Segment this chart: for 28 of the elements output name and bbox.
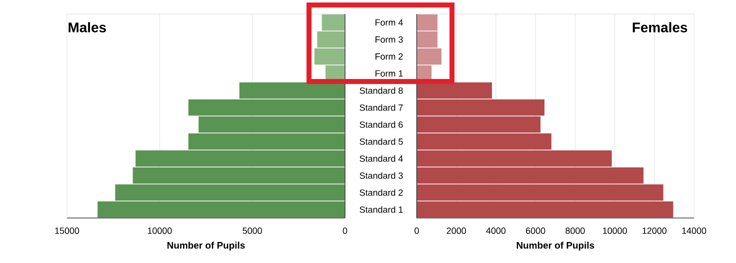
x-tick-label: 14000 [682, 228, 706, 234]
y-tick-label: Form 2 [376, 53, 403, 60]
x-tick-label: 8000 [566, 228, 585, 234]
y-tick-label: Form 3 [376, 36, 403, 43]
y-tick-label: Standard 8 [360, 87, 403, 94]
y-tick-label: Standard 6 [360, 121, 403, 128]
y-tick-label: Standard 1 [360, 206, 403, 213]
x-tick-label: 6000 [526, 228, 546, 234]
y-tick-label: Standard 4 [360, 155, 403, 162]
x-tick-label: 4000 [486, 228, 506, 234]
y-tick-label: Form 4 [376, 19, 403, 26]
x-axis-title: Number of Pupils [167, 242, 245, 251]
x-tick-label: 5000 [242, 228, 262, 234]
x-tick-label: 10000 [603, 228, 627, 234]
x-tick-label: 10000 [148, 228, 172, 234]
chart-title: Females [632, 22, 688, 32]
y-tick-label: Standard 2 [360, 189, 403, 196]
x-tick-label: 12000 [642, 228, 667, 234]
x-tick-label: 15000 [55, 228, 80, 234]
x-tick-label: 2000 [446, 228, 466, 234]
x-tick-label: 0 [342, 228, 348, 234]
x-axis-title: Number of Pupils [516, 242, 594, 251]
y-tick-label: Form 1 [376, 70, 403, 77]
x-tick-label: 0 [414, 228, 419, 234]
y-tick-label: Standard 7 [360, 104, 403, 111]
y-tick-label: Standard 3 [360, 172, 403, 179]
y-tick-label: Standard 5 [360, 138, 403, 145]
chart-title: Males [68, 22, 106, 32]
